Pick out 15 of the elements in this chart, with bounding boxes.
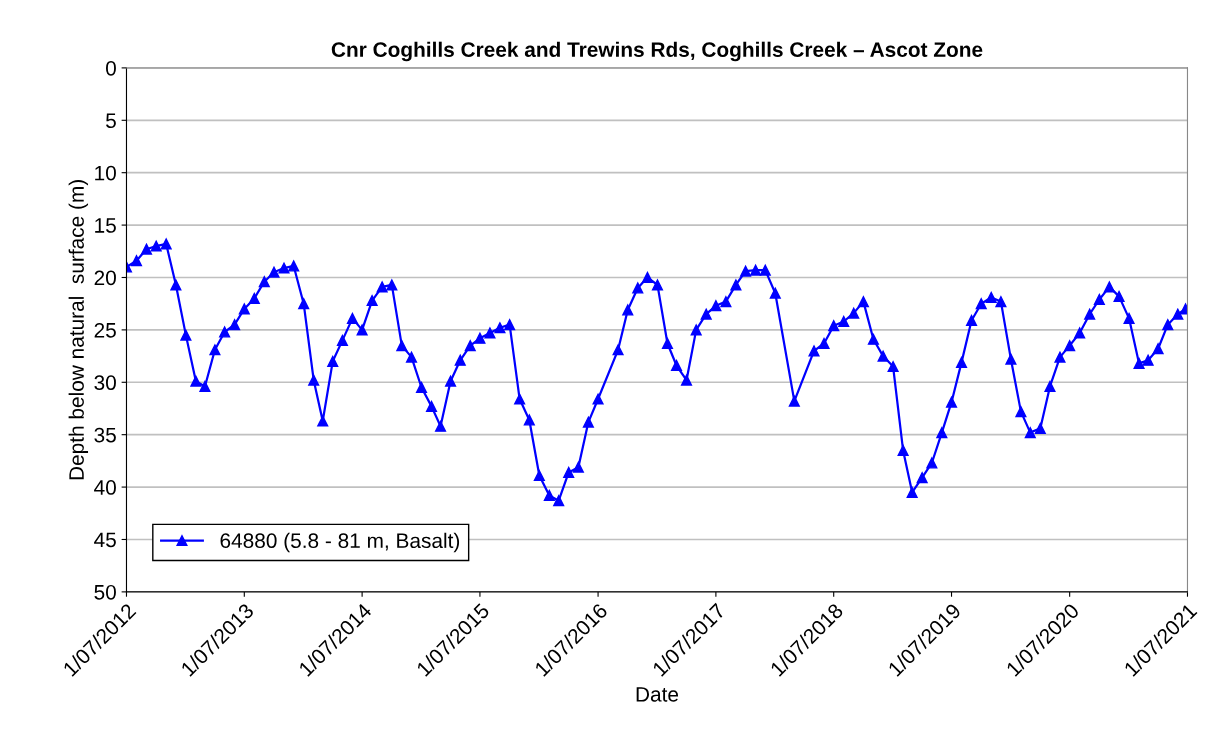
y-tick-label: 30	[94, 375, 116, 391]
y-tick-label: 5	[106, 113, 116, 129]
y-tick-label: 50	[94, 584, 116, 600]
y-tick-label: 35	[94, 427, 116, 443]
y-tick-label: 10	[95, 165, 116, 181]
y-tick-label: 20	[94, 270, 116, 286]
y-tick-label: 0	[105, 60, 116, 76]
y-axis-title: Depth below natural surface (m)	[68, 180, 89, 480]
y-tick-label: 40	[94, 480, 116, 495]
chart-title: Cnr Coghills Creek and Trewins Rds, Coghills Creek – Ascot Zone	[331, 41, 983, 62]
y-tick-label: 45	[94, 532, 116, 548]
legend-label: 64880 (5.8 - 81 m, Basalt)	[220, 532, 460, 553]
x-axis-title: Date	[636, 687, 679, 702]
y-tick-label: 25	[94, 322, 116, 338]
y-tick-label: 15	[95, 218, 116, 233]
